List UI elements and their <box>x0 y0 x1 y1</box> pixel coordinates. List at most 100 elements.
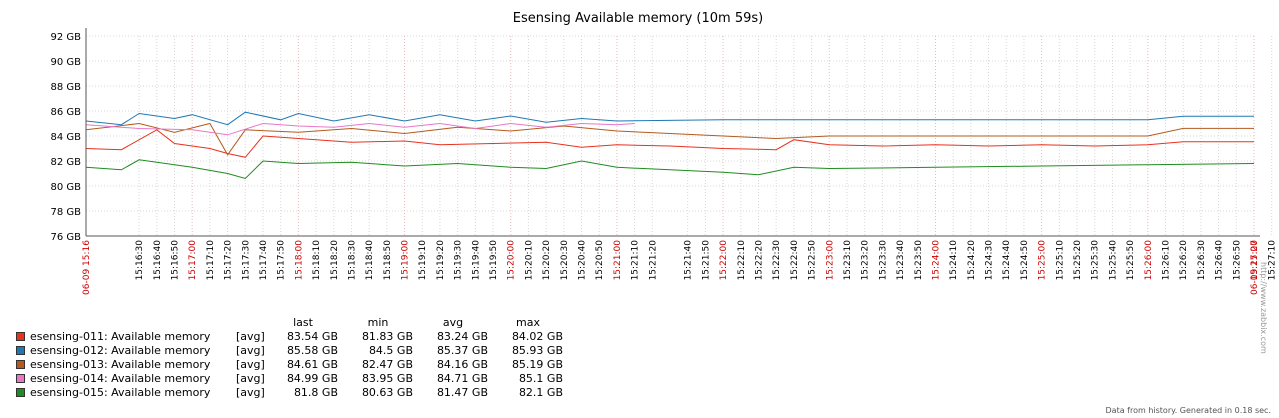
x-tick-label: 15:26:20 <box>1179 240 1189 281</box>
legend-last: 85.58 GB <box>286 344 338 357</box>
x-tick-label: 15:18:40 <box>365 240 375 281</box>
legend-avg: 84.16 GB <box>436 358 488 371</box>
legend-avg: 83.24 GB <box>436 330 488 343</box>
y-tick-label: 80 GB <box>50 182 81 193</box>
x-tick-label: 15:25:40 <box>1108 240 1118 281</box>
legend-series-name: esensing-015: Available memory <box>30 386 211 399</box>
x-tick-label: 15:20:10 <box>524 240 534 281</box>
legend-series-name: esensing-011: Available memory <box>30 330 211 343</box>
memory-line-chart: 92 GB 90 GB 88 GB 86 GB 84 GB 82 GB 80 GB 78 GB… <box>50 11 1278 295</box>
x-tick-label: 15:21:40 <box>684 240 694 281</box>
x-tick-label: 15:26:50 <box>1232 240 1242 281</box>
legend-max: 82.1 GB <box>518 386 563 399</box>
legend-function: [avg] <box>236 386 265 399</box>
legend-max: 84.02 GB <box>511 330 563 343</box>
legend-function: [avg] <box>236 358 265 371</box>
y-tick-label: 76 GB <box>50 232 81 243</box>
x-tick-label: 15:17:20 <box>224 240 234 281</box>
x-tick-label: 15:20:40 <box>578 240 588 281</box>
x-tick-label: 15:24:30 <box>985 240 995 281</box>
legend-swatch <box>16 388 25 397</box>
x-tick-label: 15:24:40 <box>1002 240 1012 281</box>
legend-min: 83.95 GB <box>361 372 413 385</box>
x-tick-label: 15:18:50 <box>383 240 393 281</box>
x-tick-label: 15:19:10 <box>418 240 428 281</box>
x-tick-label: 15:16:50 <box>170 240 180 281</box>
x-tick-label: 15:27:10 <box>1268 240 1278 281</box>
y-tick-label: 78 GB <box>50 207 81 218</box>
x-tick-label: 15:16:30 <box>135 240 145 281</box>
series-line-4 <box>85 122 635 136</box>
x-tick-label: 15:18:20 <box>330 240 340 281</box>
x-tick-label: 15:17:00 <box>188 240 198 281</box>
x-tick-label: 15:26:10 <box>1162 240 1172 281</box>
legend-col-last: last <box>293 316 313 329</box>
legend-swatch <box>16 360 25 369</box>
legend-max: 85.1 GB <box>518 372 563 385</box>
x-tick-label: 15:20:50 <box>595 240 605 281</box>
x-tick-label: 15:20:30 <box>560 240 570 281</box>
x-tick-label: 15:23:00 <box>825 240 835 281</box>
legend-avg: 85.37 GB <box>436 344 488 357</box>
x-tick-label: 06-09 15:27 <box>1250 240 1260 295</box>
x-tick-label: 15:24:50 <box>1020 240 1030 281</box>
x-tick-label: 15:19:00 <box>401 240 411 281</box>
y-tick-label: 82 GB <box>50 157 81 168</box>
x-tick-label: 15:25:10 <box>1055 240 1065 281</box>
legend-swatch <box>16 346 25 355</box>
legend-last: 81.8 GB <box>293 386 338 399</box>
x-tick-label: 15:22:00 <box>719 240 729 281</box>
x-tick-label: 15:21:20 <box>648 240 658 281</box>
x-tick-label: 15:23:30 <box>878 240 888 281</box>
x-tick-label: 15:22:10 <box>737 240 747 281</box>
x-tick-label: 15:19:30 <box>454 240 464 281</box>
x-tick-label: 15:22:20 <box>754 240 764 281</box>
x-tick-label: 06-09 15:16 <box>82 240 92 295</box>
x-tick-label: 15:19:50 <box>489 240 499 281</box>
x-tick-label: 15:25:20 <box>1073 240 1083 281</box>
legend-series-name: esensing-012: Available memory <box>30 344 211 357</box>
legend-min: 81.83 GB <box>361 330 413 343</box>
x-tick-label: 15:22:30 <box>772 240 782 281</box>
x-tick-label: 15:25:00 <box>1038 240 1048 281</box>
x-tick-label: 15:18:30 <box>347 240 357 281</box>
x-tick-label: 15:25:50 <box>1126 240 1136 281</box>
x-tick-label: 15:22:50 <box>808 240 818 281</box>
generation-footer: Data from history. Generated in 0.18 sec… <box>1105 406 1271 415</box>
legend-function: [avg] <box>236 330 265 343</box>
legend-min: 82.47 GB <box>361 358 413 371</box>
series-line-1 <box>85 129 1254 158</box>
x-tick-label: 15:26:30 <box>1197 240 1207 281</box>
legend-swatch <box>16 332 25 341</box>
y-tick-label: 92 GB <box>50 32 81 43</box>
y-tick-label: 86 GB <box>50 107 81 118</box>
legend-series-name: esensing-014: Available memory <box>30 372 211 385</box>
x-tick-label: 15:23:50 <box>914 240 924 281</box>
x-tick-label: 15:20:20 <box>542 240 552 281</box>
x-tick-label: 15:19:40 <box>471 240 481 281</box>
x-tick-label: 15:17:50 <box>277 240 287 281</box>
legend-avg: 84.71 GB <box>436 372 488 385</box>
x-tick-label: 15:25:30 <box>1091 240 1101 281</box>
x-tick-label: 15:16:40 <box>153 240 163 281</box>
legend-swatch <box>16 374 25 383</box>
legend-col-min: min <box>367 316 389 329</box>
y-tick-label: 90 GB <box>50 57 81 68</box>
x-tick-label: 15:18:00 <box>294 240 304 281</box>
legend-max: 85.19 GB <box>511 358 563 371</box>
series-line-3 <box>85 122 1254 156</box>
legend-col-avg: avg <box>442 316 464 329</box>
legend-function: [avg] <box>236 372 265 385</box>
x-tick-label: 15:21:00 <box>613 240 623 281</box>
x-tick-label: 15:19:20 <box>436 240 446 281</box>
x-tick-label: 15:23:40 <box>896 240 906 281</box>
x-tick-label: 15:17:40 <box>259 240 269 281</box>
x-tick-label: 15:27:00 <box>1250 240 1260 281</box>
zabbix-watermark: http://www.zabbix.com <box>1259 262 1268 354</box>
legend-function: [avg] <box>236 344 265 357</box>
x-tick-label: 15:24:20 <box>967 240 977 281</box>
series-line-5 <box>85 159 1255 180</box>
x-tick-label: 15:24:00 <box>931 240 941 281</box>
legend-series-name: esensing-013: Available memory <box>30 358 211 371</box>
legend-min: 80.63 GB <box>361 386 413 399</box>
